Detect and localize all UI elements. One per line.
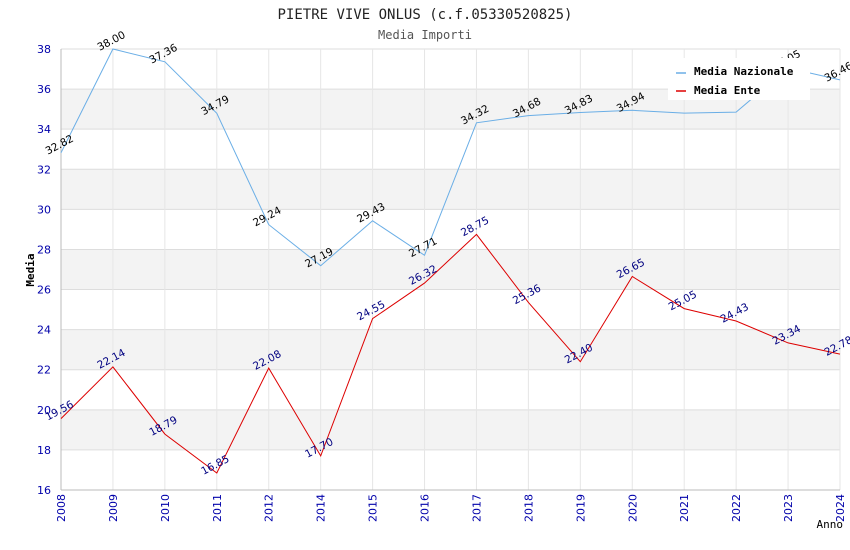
series-line-ente bbox=[60, 233, 841, 474]
grid-band bbox=[61, 409, 840, 450]
gridlines bbox=[60, 48, 841, 491]
y-tick-label: 18 bbox=[37, 444, 51, 457]
data-label-ente: 24.43 bbox=[719, 301, 751, 326]
data-label-ente: 16.85 bbox=[199, 453, 231, 478]
x-tick-label: 2015 bbox=[367, 494, 380, 522]
y-tick-label: 32 bbox=[37, 163, 51, 176]
data-label-nazionale: 37.36 bbox=[147, 42, 179, 67]
axes bbox=[60, 49, 840, 491]
x-tick-label: 2021 bbox=[678, 494, 691, 522]
x-tick-label: 2014 bbox=[315, 494, 328, 522]
x-tick-label: 2008 bbox=[55, 494, 68, 522]
x-tick-labels: 2008 2009 2010 2011 2012 2014 2015 2016 2017 2018… bbox=[55, 494, 847, 522]
data-label-nazionale: 36.46 bbox=[823, 60, 850, 85]
chart-title: PIETRE VIVE ONLUS (c.f.05330520825) bbox=[277, 7, 572, 23]
x-tick-label: 2017 bbox=[470, 494, 483, 522]
x-tick-label: 2020 bbox=[626, 494, 639, 522]
grid-band bbox=[61, 249, 840, 290]
plot-bands bbox=[61, 89, 840, 450]
y-tick-labels: 16 18 20 22 24 26 28 30 32 34 36 38 bbox=[37, 43, 51, 497]
data-label-ente: 25.05 bbox=[667, 289, 699, 314]
y-tick-label: 22 bbox=[37, 364, 51, 377]
series-lines bbox=[60, 48, 841, 474]
x-tick-label: 2011 bbox=[211, 494, 224, 522]
x-tick-label: 2009 bbox=[107, 494, 120, 522]
y-tick-label: 20 bbox=[37, 404, 51, 417]
y-axis-title: Media bbox=[24, 253, 37, 286]
y-tick-label: 16 bbox=[37, 484, 51, 497]
x-tick-label: 2022 bbox=[730, 494, 743, 522]
x-tick-label: 2023 bbox=[782, 494, 795, 522]
data-label-nazionale: 38.00 bbox=[95, 29, 127, 54]
x-tick-label: 2016 bbox=[419, 494, 432, 522]
x-tick-label: 2018 bbox=[522, 494, 535, 522]
x-tick-label: 2012 bbox=[263, 494, 276, 522]
legend: Media Nazionale Media Ente bbox=[668, 58, 810, 100]
legend-label-ente: Media Ente bbox=[694, 84, 761, 97]
data-label-nazionale: 32.82 bbox=[44, 133, 76, 158]
x-tick-label: 2024 bbox=[834, 494, 847, 522]
y-tick-label: 30 bbox=[37, 203, 51, 216]
y-tick-label: 34 bbox=[37, 123, 51, 136]
legend-background bbox=[668, 58, 810, 100]
x-axis-title: Anno bbox=[817, 518, 844, 531]
y-tick-label: 28 bbox=[37, 243, 51, 256]
x-tick-label: 2010 bbox=[159, 494, 172, 522]
y-tick-label: 24 bbox=[37, 324, 51, 337]
y-tick-label: 38 bbox=[37, 43, 51, 56]
grid-band bbox=[61, 329, 840, 370]
x-tick-label: 2019 bbox=[574, 494, 587, 522]
data-label-ente: 24.55 bbox=[355, 299, 387, 324]
y-tick-label: 36 bbox=[37, 83, 51, 96]
y-tick-label: 26 bbox=[37, 284, 51, 297]
legend-label-nazionale: Media Nazionale bbox=[694, 65, 794, 78]
chart-subtitle: Media Importi bbox=[378, 28, 472, 42]
series-line-nazionale bbox=[60, 48, 841, 267]
